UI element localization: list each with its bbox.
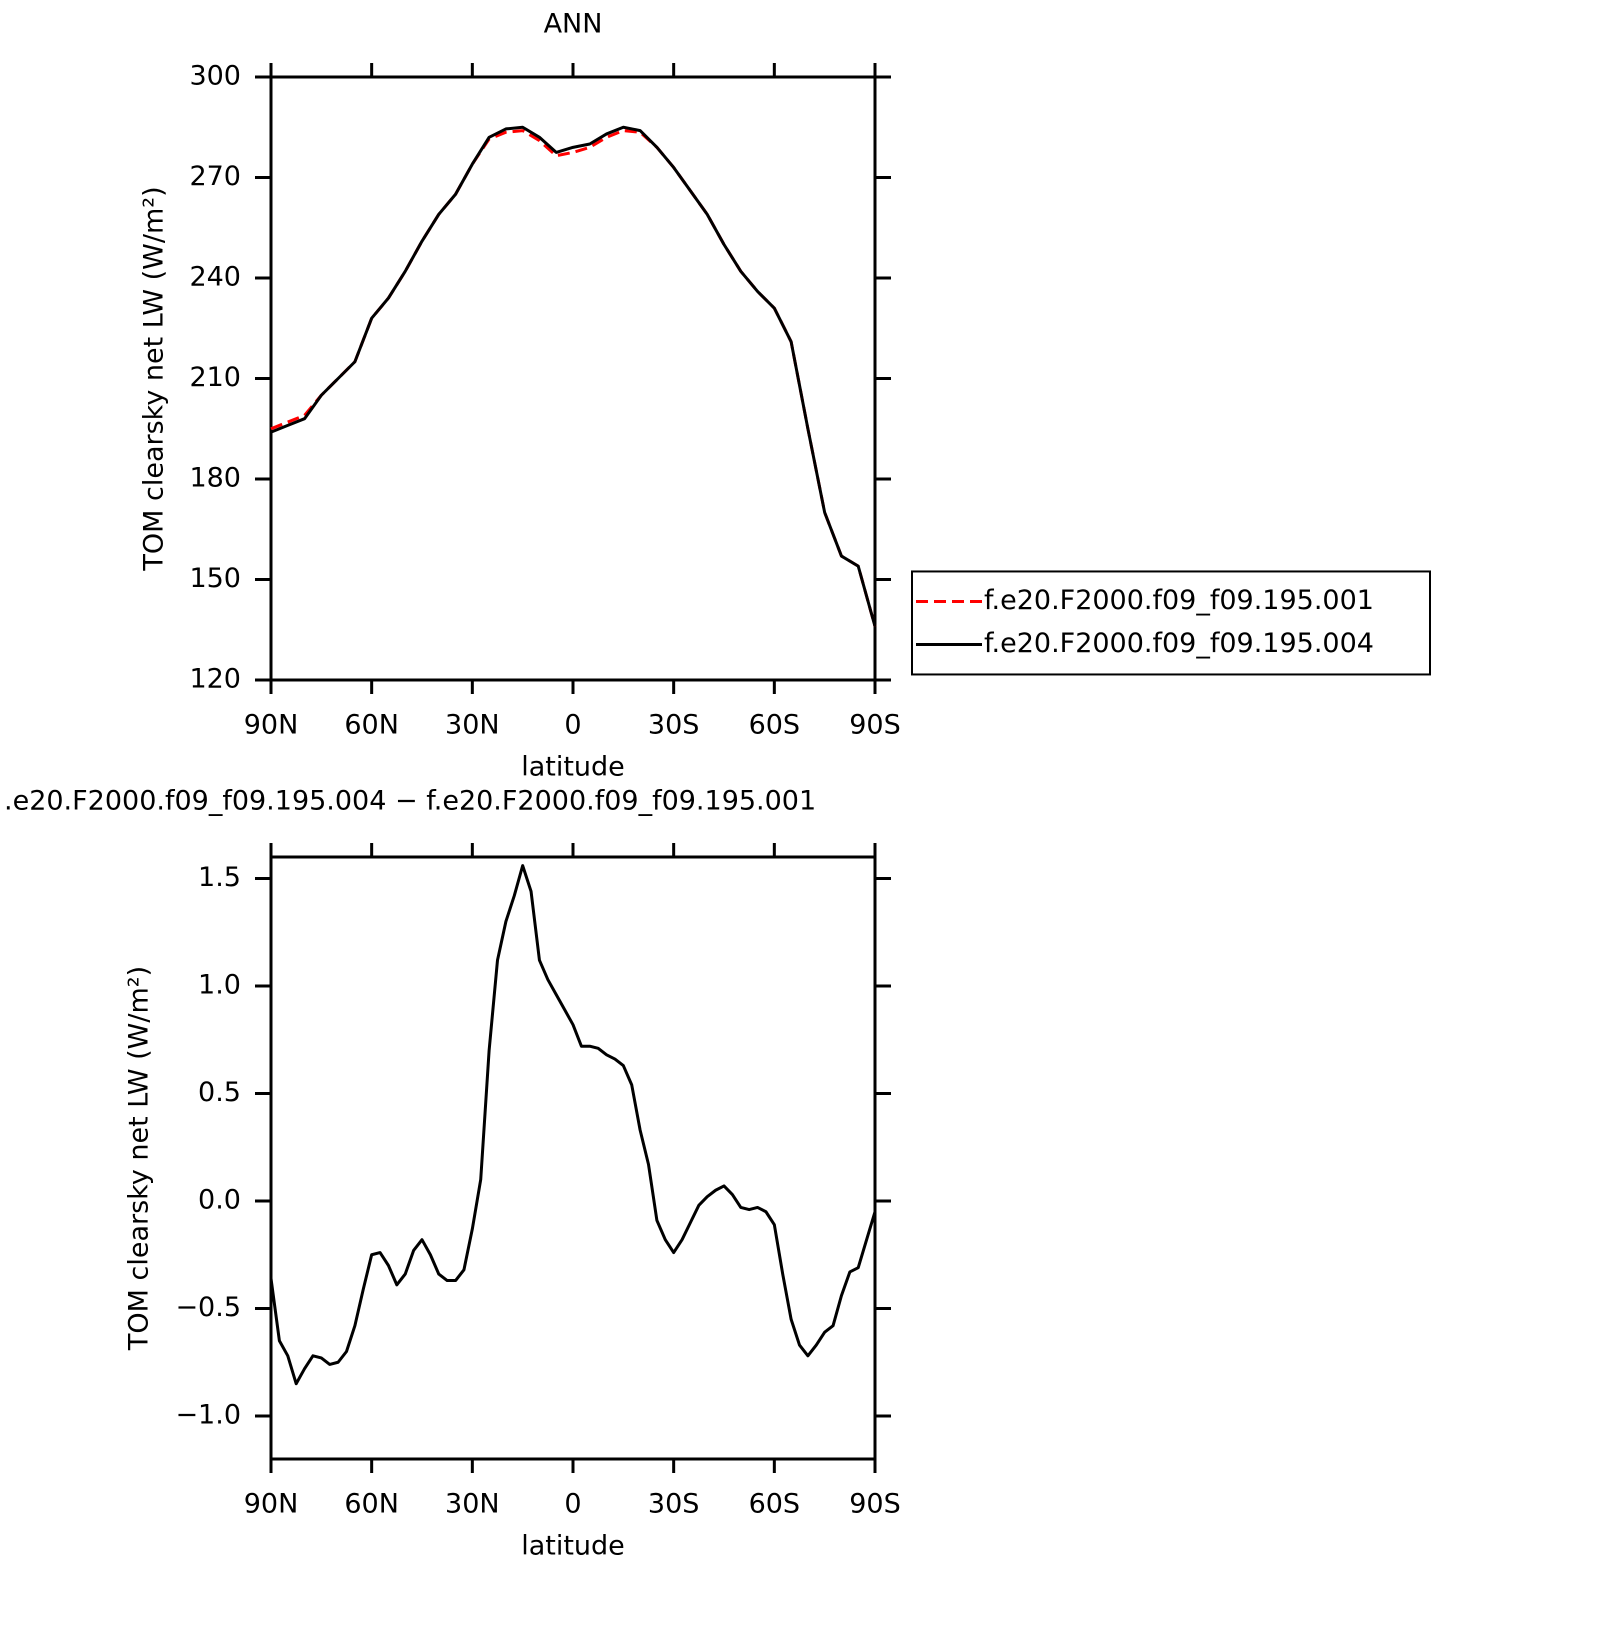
data-line xyxy=(269,864,877,1386)
y-tick-label: 210 xyxy=(189,362,241,393)
x-tick-label: 30S xyxy=(648,710,700,741)
legend-label: f.e20.F2000.f09_f09.195.004 xyxy=(984,628,1374,659)
data-line xyxy=(270,125,877,627)
y-tick-label: 300 xyxy=(189,61,241,92)
x-axis-label: latitude xyxy=(521,1531,625,1562)
x-axis-label: latitude xyxy=(521,752,625,783)
x-tick-label: 90S xyxy=(849,1489,901,1520)
x-tick-label: 30N xyxy=(445,1489,500,1520)
y-tick-label: 120 xyxy=(189,664,241,695)
legend-box xyxy=(911,570,1431,676)
y-tick-label: 180 xyxy=(189,463,241,494)
y-tick-label: 0.0 xyxy=(198,1185,241,1216)
plot-frame xyxy=(269,75,877,682)
plot-frame xyxy=(269,855,877,1461)
x-tick-label: 30N xyxy=(445,710,500,741)
x-tick-label: 60N xyxy=(344,1489,399,1520)
y-tick-label: 240 xyxy=(189,262,241,293)
y-tick-label: 1.0 xyxy=(198,970,241,1001)
chart-title: .e20.F2000.f09_f09.195.004 − f.e20.F2000… xyxy=(4,786,816,817)
x-tick-label: 60N xyxy=(344,710,399,741)
y-axis-label: TOM clearsky net LW (W/m²) xyxy=(139,186,170,571)
x-tick-label: 90S xyxy=(849,710,901,741)
y-tick-label: −0.5 xyxy=(175,1292,241,1323)
y-tick-label: 0.5 xyxy=(198,1077,241,1108)
x-tick-label: 30S xyxy=(648,1489,700,1520)
x-tick-label: 0 xyxy=(564,1489,581,1520)
y-tick-label: 150 xyxy=(189,563,241,594)
chart-title: ANN xyxy=(544,9,603,40)
x-tick-label: 90N xyxy=(244,710,299,741)
data-line xyxy=(270,129,877,627)
legend-label: f.e20.F2000.f09_f09.195.001 xyxy=(984,585,1374,616)
y-tick-label: −1.0 xyxy=(175,1400,241,1431)
x-tick-label: 90N xyxy=(244,1489,299,1520)
x-tick-label: 60S xyxy=(749,1489,801,1520)
y-tick-label: 270 xyxy=(189,161,241,192)
x-tick-label: 0 xyxy=(564,710,581,741)
y-tick-label: 1.5 xyxy=(198,862,241,893)
x-tick-label: 60S xyxy=(749,710,801,741)
y-axis-label: TOM clearsky net LW (W/m²) xyxy=(124,966,155,1351)
